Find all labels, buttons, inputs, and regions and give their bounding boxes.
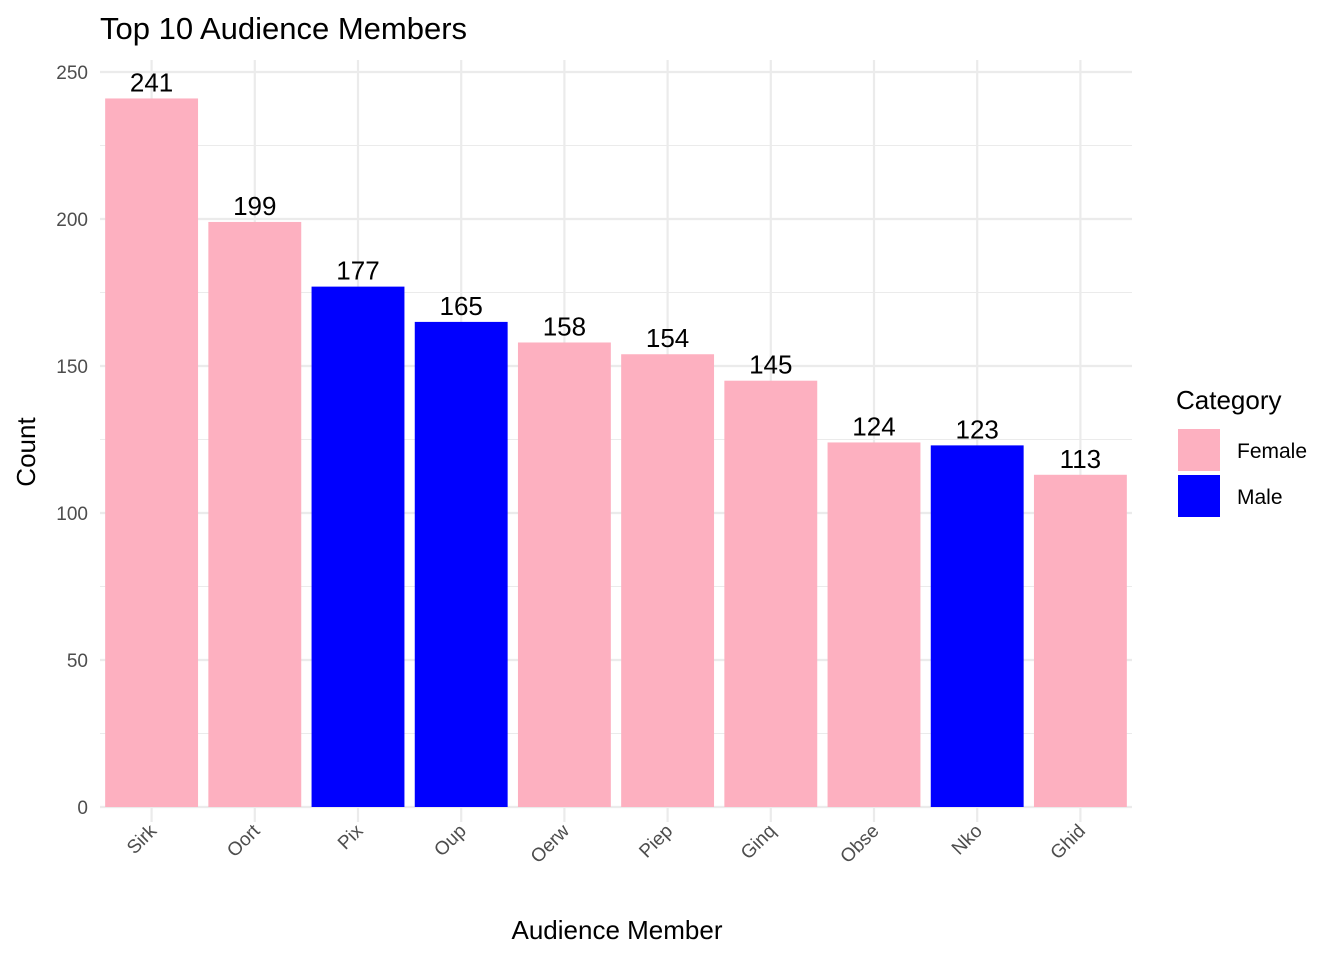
value-label: 154 [646,323,689,353]
bar-ginq [724,380,818,807]
value-label: 158 [543,311,586,341]
y-tick-label: 100 [56,504,88,525]
x-tick-label: Oup [430,821,470,861]
x-axis-ticks: Sirk Oort Pix Oup Oerw Piep Ginq Obse Nko Ghid [123,820,1090,867]
y-tick-label: 250 [56,63,88,84]
legend-title: Category [1176,385,1282,415]
legend: Category Female Male [1176,385,1307,517]
y-axis-ticks: 0 50 100 150 200 250 [56,63,88,819]
value-label: 199 [233,191,276,221]
x-tick-label: Oort [223,820,264,861]
legend-swatch-female [1178,429,1220,471]
value-label: 177 [336,256,379,286]
bar-pix [311,286,405,807]
value-label: 124 [852,411,895,441]
value-label: 145 [749,350,792,380]
value-label: 241 [130,67,173,97]
x-axis-title: Audience Member [512,915,723,945]
bars [105,98,1127,807]
legend-label-male: Male [1237,486,1283,509]
x-tick-label: Pix [334,820,368,854]
chart-title: Top 10 Audience Members [100,11,467,46]
bar-ghid [1033,474,1127,807]
y-tick-label: 200 [56,210,88,231]
legend-label-female: Female [1237,440,1307,463]
y-tick-label: 150 [56,357,88,378]
bar-piep [621,354,715,807]
x-tick-label: Ginq [737,821,780,864]
bar-sirk [105,98,199,807]
y-tick-label: 0 [77,798,88,819]
x-tick-label: Obse [837,821,884,868]
bar-obse [827,442,921,807]
x-tick-label: Ghid [1047,821,1090,864]
value-label: 123 [956,414,999,444]
value-label: 113 [1060,444,1101,474]
y-tick-label: 50 [67,651,88,672]
x-tick-label: Nko [948,821,987,860]
bar-nko [930,445,1024,807]
value-label: 165 [440,291,483,321]
bar-oup [414,321,508,807]
x-tick-label: Piep [635,821,677,863]
x-tick-label: Sirk [123,820,161,858]
legend-swatch-male [1178,475,1220,517]
value-labels: 241 199 177 165 158 154 145 124 123 113 [130,67,1101,473]
y-axis-title: Count [11,417,41,487]
x-tick-label: Oerw [527,820,574,867]
bar-oort [208,221,302,807]
bar-oerw [517,342,611,807]
